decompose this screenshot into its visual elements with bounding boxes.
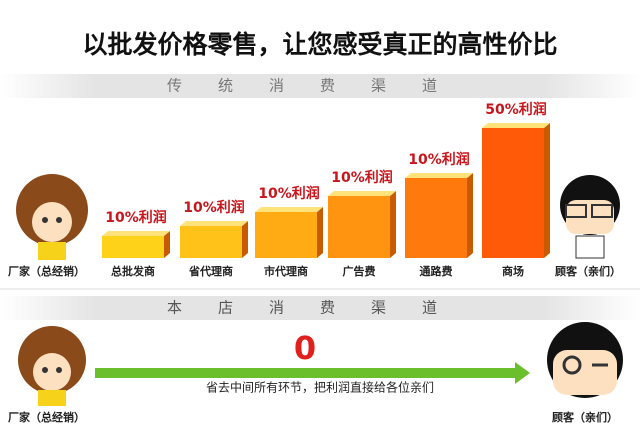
bar	[482, 128, 544, 258]
bar-side	[467, 173, 473, 258]
maker-icon	[16, 174, 88, 260]
stage-label: 省代理商	[188, 264, 233, 278]
customer-label: 顾客（亲们）	[552, 410, 618, 424]
heading: 本店消费渠道	[167, 299, 473, 317]
stage-label: 通路费	[420, 264, 453, 278]
bar-top	[255, 207, 323, 212]
maker-icon	[18, 326, 86, 406]
stage-label: 市代理商	[264, 264, 308, 278]
bar	[405, 178, 467, 258]
maker-label: 厂家（总经销）	[8, 410, 85, 424]
customer-icon	[560, 175, 620, 259]
bar-side	[544, 123, 550, 258]
stage-label: 广告费	[343, 264, 376, 278]
bar-top	[102, 231, 170, 236]
direct-arrow	[95, 362, 530, 384]
profit-label: 10%利润	[183, 199, 245, 216]
bar-top	[180, 221, 248, 226]
note: 省去中间所有环节，把利润直接给各位亲们	[206, 380, 434, 395]
bar-top	[328, 191, 396, 196]
maker-label: 厂家（总经销）	[8, 264, 85, 278]
profit-label: 10%利润	[258, 185, 320, 202]
customer-icon	[547, 322, 623, 398]
bar-top	[482, 123, 550, 128]
heading-band	[0, 74, 640, 98]
heading-band	[0, 296, 640, 320]
bar	[255, 212, 317, 258]
bar-side	[390, 191, 396, 258]
stage-label: 商场	[502, 264, 524, 278]
profit-zero: 0	[294, 329, 316, 367]
profit-label: 10%利润	[105, 209, 167, 226]
bar	[328, 196, 390, 258]
profit-label: 10%利润	[331, 169, 393, 186]
stage-label: 总批发商	[111, 264, 155, 278]
profit-label: 50%利润	[485, 101, 547, 118]
bar	[102, 236, 164, 258]
customer-label: 顾客（亲们）	[555, 264, 621, 278]
profit-label: 10%利润	[408, 151, 470, 168]
bar	[180, 226, 242, 258]
bar-side	[317, 207, 323, 258]
title: 以批发价格零售，让您感受真正的高性价比	[82, 30, 557, 59]
heading: 传统消费渠道	[167, 77, 473, 95]
bar-top	[405, 173, 473, 178]
bar-side	[164, 231, 170, 258]
bar-side	[242, 221, 248, 258]
